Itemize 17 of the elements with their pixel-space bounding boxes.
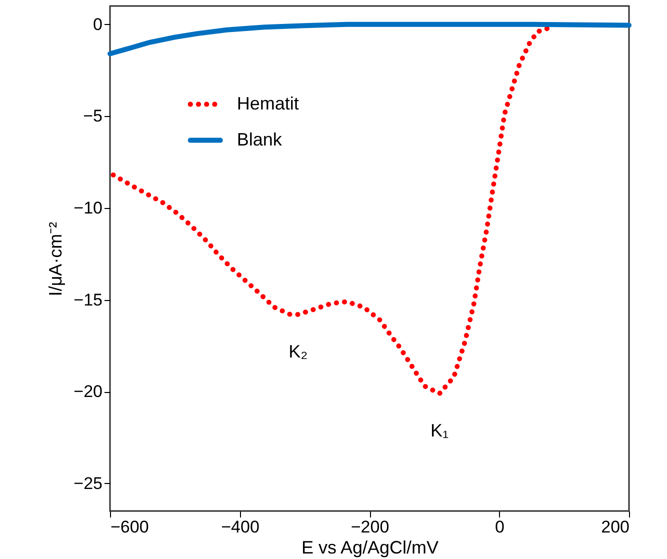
y-tick-label: −20 (74, 382, 102, 402)
y-tick-label: 0 (93, 14, 102, 34)
annotation: K₁ (430, 420, 449, 440)
x-tick-label: 200 (601, 518, 630, 536)
legend-label: Blank (236, 129, 283, 150)
y-tick-label: −25 (74, 474, 102, 493)
x-tick-label: −200 (350, 518, 390, 536)
x-tick-label: −400 (221, 518, 260, 536)
legend-label: Hematit (236, 93, 299, 114)
y-tick-label: −10 (74, 198, 102, 218)
y-tick-label: −5 (83, 106, 102, 126)
annotation: K₂ (288, 342, 308, 362)
x-tick-label: 0 (495, 518, 504, 536)
x-axis-title: E vs Ag/AgCl/mV (301, 538, 439, 558)
y-tick-label: −15 (74, 290, 102, 310)
x-tick-label: −600 (110, 518, 149, 536)
y-axis-title: I/μA·cm⁻² (46, 222, 66, 296)
